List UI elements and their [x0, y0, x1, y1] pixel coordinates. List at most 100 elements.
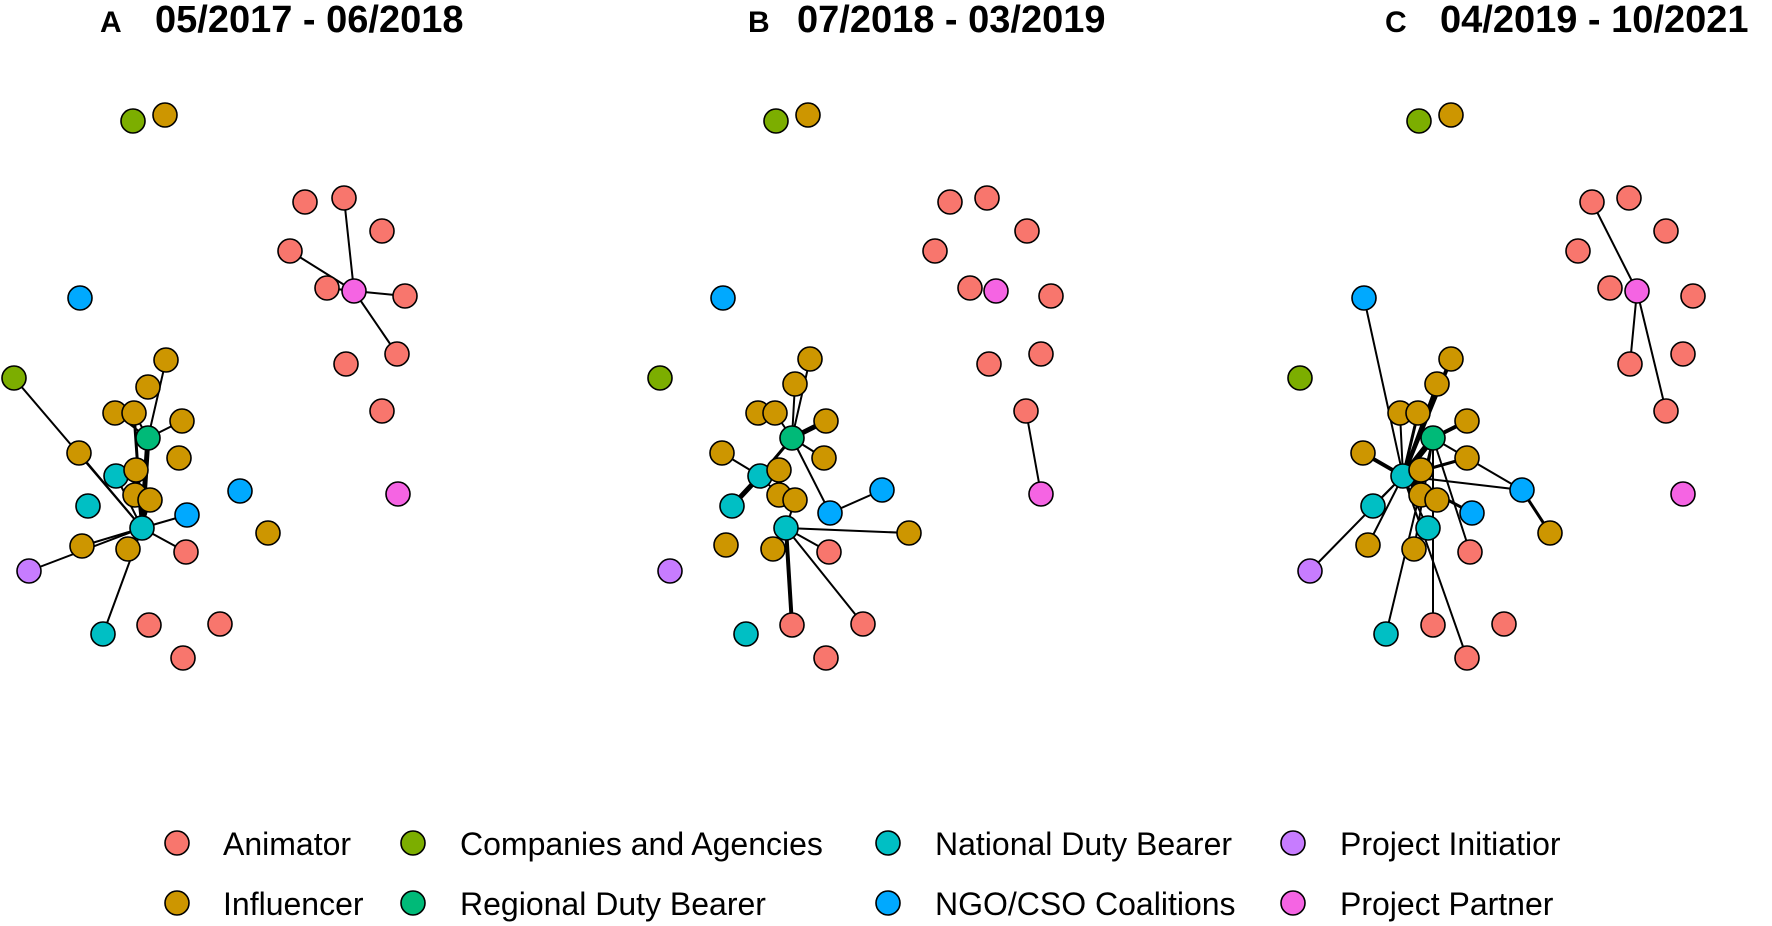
network-panel-c — [1287, 102, 1706, 671]
panel-header-c: C 04/2019 - 10/2021 — [1385, 0, 1749, 41]
network-node-animator — [170, 645, 196, 671]
network-node-ngo — [1351, 285, 1377, 311]
network-node-partner — [341, 278, 367, 304]
network-node-regional — [779, 425, 805, 451]
network-node-influencer — [1401, 536, 1427, 562]
network-node-ngo — [1459, 500, 1485, 526]
network-node-ngo — [869, 477, 895, 503]
network-edge — [1309, 475, 1404, 572]
network-edge — [1367, 475, 1404, 546]
network-node-influencer — [782, 487, 808, 513]
network-node-animator — [922, 238, 948, 264]
network-node-partner — [1624, 278, 1650, 304]
network-node-influencer — [166, 445, 192, 471]
legend-label: Animator — [223, 826, 351, 862]
network-edge — [791, 358, 811, 439]
network-node-influencer — [153, 347, 179, 373]
network-edge — [1432, 437, 1471, 553]
legend-swatch — [875, 830, 901, 856]
legend-label: NGO/CSO Coalitions — [935, 886, 1236, 922]
network-node-animator — [1420, 612, 1446, 638]
network-node-animator — [1457, 539, 1483, 565]
network-edges — [1309, 201, 1667, 659]
legend-item-ngo-cso-coalitions: NGO/CSO Coalitions — [875, 886, 1236, 922]
network-node-animator — [333, 351, 359, 377]
network-node-companies — [1, 365, 27, 391]
network-node-animator — [384, 341, 410, 367]
network-node-influencer — [1454, 408, 1480, 434]
network-node-animator — [813, 645, 839, 671]
network-node-animator — [1653, 398, 1679, 424]
network-node-animator — [369, 218, 395, 244]
panel-title: 07/2018 - 03/2019 — [797, 0, 1106, 41]
network-node-influencer — [760, 536, 786, 562]
network-edge — [1025, 410, 1042, 495]
network-edge — [139, 435, 151, 531]
network-node-animator — [173, 539, 199, 565]
legend-item-regional-duty-bearer: Regional Duty Bearer — [400, 886, 766, 922]
network-node-influencer — [797, 346, 823, 372]
network-node-influencer — [713, 532, 739, 558]
network-node-animator — [937, 189, 963, 215]
network-node-national — [733, 621, 759, 647]
legend-swatch — [400, 830, 426, 856]
network-node-animator — [1013, 398, 1039, 424]
legend-swatch — [164, 890, 190, 916]
network-node-national — [1360, 493, 1386, 519]
network-node-animator — [1680, 283, 1706, 309]
network-node-influencer — [255, 520, 281, 546]
network-node-influencer — [762, 400, 788, 426]
network-node-animator — [369, 398, 395, 424]
panel-title: 04/2019 - 10/2021 — [1440, 0, 1749, 41]
network-edge — [1402, 475, 1468, 659]
panel-letter: C — [1385, 6, 1407, 39]
network-node-national — [75, 493, 101, 519]
network-nodes — [1287, 102, 1706, 671]
network-node-companies — [1406, 108, 1432, 134]
network-node-influencer — [69, 533, 95, 559]
network-node-initiator — [16, 558, 42, 584]
network-node-companies — [120, 108, 146, 134]
network-node-animator — [816, 539, 842, 565]
network-node-animator — [331, 185, 357, 211]
network-node-animator — [392, 283, 418, 309]
network-node-influencer — [135, 374, 161, 400]
network-node-influencer — [1405, 400, 1431, 426]
network-node-animator — [136, 612, 162, 638]
network-node-initiator — [657, 558, 683, 584]
network-node-influencer — [121, 400, 147, 426]
network-node-ngo — [227, 478, 253, 504]
network-node-ngo — [174, 502, 200, 528]
network-node-animator — [976, 351, 1002, 377]
network-node-ngo — [817, 500, 843, 526]
legend-label: Project Partner — [1340, 886, 1554, 922]
network-edge — [343, 197, 355, 292]
network-node-animator — [1038, 283, 1064, 309]
network-node-animator — [1454, 645, 1480, 671]
network-node-animator — [779, 612, 805, 638]
network-node-ngo — [67, 285, 93, 311]
network-node-animator — [1597, 275, 1623, 301]
network-edge — [791, 437, 831, 514]
network-node-influencer — [1424, 371, 1450, 397]
network-edge — [785, 527, 910, 534]
network-node-regional — [1420, 425, 1446, 451]
legend-item-companies-and-agencies: Companies and Agencies — [400, 826, 823, 862]
panel-letter: A — [100, 6, 122, 39]
network-node-influencer — [782, 371, 808, 397]
panel-title: 05/2017 - 06/2018 — [155, 0, 464, 41]
legend-item-project-partner: Project Partner — [1280, 886, 1554, 922]
network-node-influencer — [1454, 445, 1480, 471]
network-edge — [785, 527, 864, 625]
network-panel-b — [647, 102, 1064, 671]
network-node-influencer — [1438, 102, 1464, 128]
network-node-influencer — [1438, 346, 1464, 372]
network-node-influencer — [766, 457, 792, 483]
network-nodes — [647, 102, 1064, 671]
network-node-influencer — [1537, 520, 1563, 546]
legend-label: National Duty Bearer — [935, 826, 1232, 862]
network-edge — [1401, 382, 1439, 478]
network-panel-a — [1, 102, 418, 671]
network-node-influencer — [1424, 487, 1450, 513]
legend-swatch — [400, 890, 426, 916]
